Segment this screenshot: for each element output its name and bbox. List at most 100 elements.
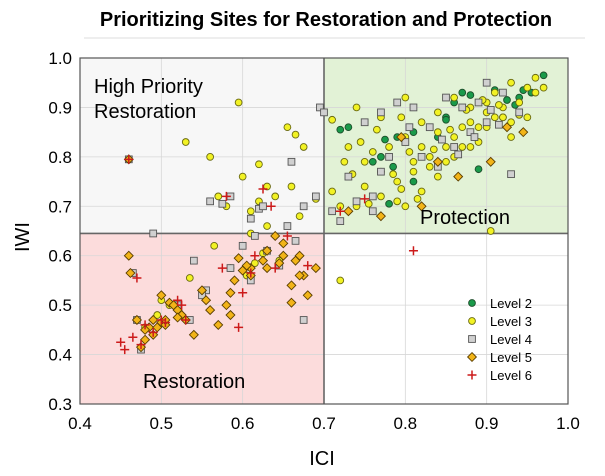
data-point — [490, 88, 499, 97]
region-label-high-priority-restoration: High Priority Restoration — [94, 76, 203, 123]
data-point — [360, 194, 370, 204]
data-point — [148, 327, 158, 337]
data-point — [255, 160, 263, 169]
data-point — [286, 280, 297, 291]
x-tick-label: 0.8 — [394, 414, 418, 433]
data-point — [458, 123, 467, 132]
series-level-6 — [116, 154, 418, 355]
legend-marker — [466, 351, 478, 363]
data-point — [425, 153, 434, 161]
data-point — [408, 246, 418, 256]
data-point — [196, 285, 208, 296]
data-point — [291, 130, 300, 139]
data-point — [335, 206, 345, 216]
data-point — [438, 135, 446, 144]
data-point — [458, 103, 467, 112]
data-point — [486, 227, 495, 235]
series-level-2 — [336, 71, 548, 208]
data-point — [238, 172, 247, 181]
data-point — [352, 197, 361, 206]
data-point — [442, 93, 450, 102]
data-point — [283, 123, 292, 132]
legend-label: Level 2 — [490, 296, 532, 311]
data-point — [282, 231, 292, 241]
data-point — [539, 83, 548, 92]
legend-label: Level 4 — [490, 332, 532, 347]
data-point — [450, 143, 458, 151]
x-tick-label: 0.7 — [312, 414, 336, 433]
data-point — [164, 297, 175, 308]
data-point — [278, 250, 289, 261]
y-tick-label: 0.8 — [48, 148, 72, 167]
data-point — [340, 157, 349, 166]
data-point — [328, 207, 336, 216]
data-point — [168, 300, 179, 311]
data-point — [458, 88, 467, 97]
data-point — [246, 268, 256, 278]
legend-marker — [468, 335, 476, 343]
data-point — [396, 132, 407, 143]
data-point — [523, 83, 532, 92]
data-point — [360, 157, 369, 166]
data-point — [393, 98, 402, 107]
data-point — [470, 133, 479, 141]
data-point — [303, 261, 313, 271]
data-point — [225, 309, 236, 321]
data-point — [286, 297, 297, 308]
data-point — [377, 108, 385, 117]
data-point — [397, 113, 406, 122]
data-point — [299, 316, 308, 324]
legend: Level 2 Level 3 Level 4 Level 5 Level 6 — [466, 296, 532, 383]
data-point — [429, 145, 438, 154]
data-point — [401, 138, 410, 146]
data-point — [181, 315, 191, 325]
data-point — [486, 106, 495, 114]
data-point — [368, 157, 377, 166]
data-point — [434, 128, 442, 136]
data-point — [205, 305, 216, 316]
data-point — [116, 337, 126, 347]
data-point — [185, 274, 194, 282]
data-point — [233, 253, 244, 264]
data-point — [389, 170, 397, 179]
data-point — [270, 230, 281, 241]
data-point — [531, 73, 540, 82]
data-point — [409, 167, 418, 176]
data-point — [356, 138, 365, 146]
data-point — [153, 311, 162, 319]
data-point — [336, 276, 345, 285]
data-point — [173, 295, 183, 305]
data-point — [413, 195, 422, 203]
data-point — [257, 255, 269, 266]
data-point — [499, 113, 507, 122]
data-point — [299, 143, 308, 151]
data-point — [225, 287, 236, 298]
data-point — [262, 245, 273, 256]
data-point — [206, 197, 214, 206]
data-point — [458, 143, 467, 151]
y-tick-label: 1.0 — [48, 49, 72, 68]
data-point — [294, 250, 305, 261]
data-point — [258, 184, 268, 194]
data-point — [310, 263, 321, 274]
data-point — [368, 207, 377, 216]
data-point — [490, 113, 499, 122]
data-point — [385, 143, 393, 151]
data-point — [523, 113, 532, 122]
data-point — [393, 197, 402, 206]
data-point — [214, 192, 223, 201]
data-point — [482, 78, 491, 87]
data-point — [221, 191, 231, 201]
data-point — [360, 182, 369, 191]
data-point — [234, 322, 244, 332]
data-point — [206, 153, 214, 161]
data-point — [377, 167, 385, 176]
data-point — [201, 295, 212, 306]
data-point — [140, 324, 151, 335]
data-point — [454, 150, 463, 159]
data-point — [181, 138, 190, 146]
data-point — [156, 315, 166, 325]
data-point — [515, 108, 524, 117]
y-tick-label: 0.4 — [48, 346, 72, 365]
